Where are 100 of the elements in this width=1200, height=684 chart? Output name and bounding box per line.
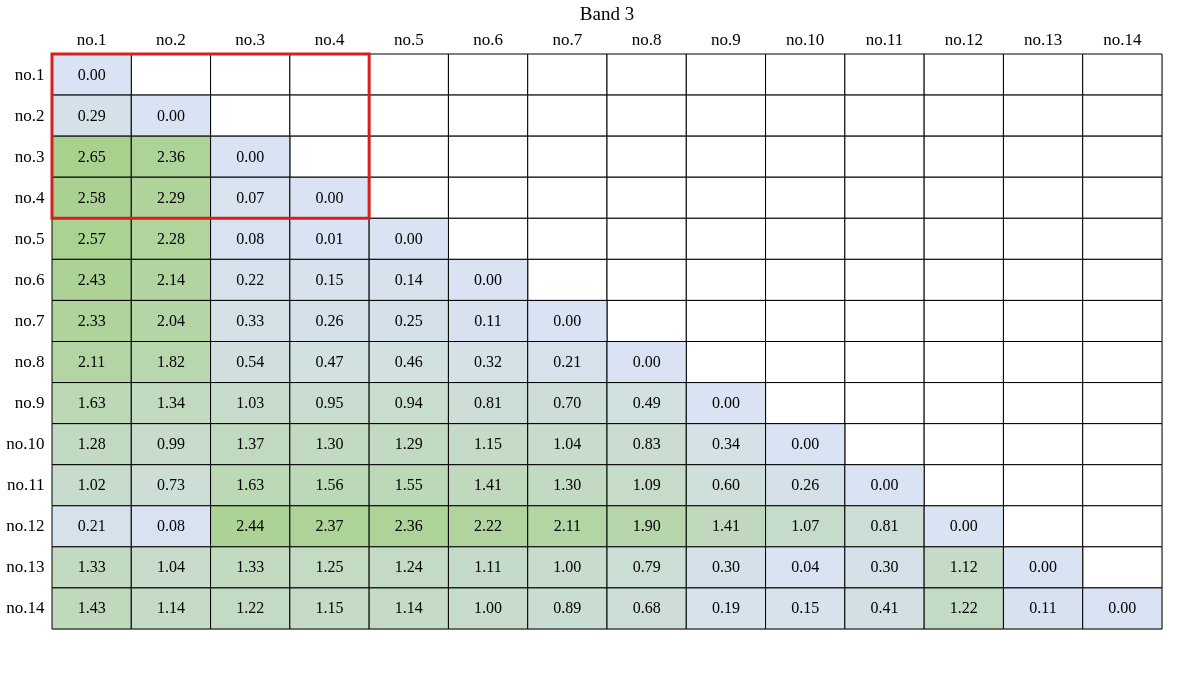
data-label: 2.36 (394, 517, 423, 535)
x-tick-label: no.3 (235, 29, 266, 49)
data-label: 0.25 (394, 311, 423, 329)
data-label: 0.11 (1029, 599, 1057, 617)
data-label: 0.41 (870, 599, 899, 617)
y-tick-label: no.10 (6, 434, 45, 454)
data-label: 0.68 (632, 599, 661, 617)
data-label: 0.08 (236, 229, 265, 247)
data-label: 1.09 (632, 476, 661, 494)
x-tick-label: no.2 (156, 29, 186, 49)
data-label: 0.95 (315, 394, 344, 412)
data-label: 0.15 (791, 599, 820, 617)
data-label: 0.00 (394, 229, 423, 247)
y-tick-label: no.1 (14, 64, 45, 84)
data-label: 1.41 (474, 476, 503, 494)
data-label: 1.33 (236, 558, 265, 576)
x-tick-label: no.11 (865, 29, 904, 49)
y-tick-label: no.7 (14, 310, 45, 330)
data-label: 1.90 (632, 517, 661, 535)
data-label: 0.30 (711, 558, 740, 576)
data-label: 0.79 (632, 558, 661, 576)
data-label: 0.00 (1108, 599, 1137, 617)
data-label: 1.43 (77, 599, 106, 617)
data-label: 0.00 (474, 270, 503, 288)
data-label: 1.11 (474, 558, 502, 576)
y-tick-label: no.13 (6, 557, 45, 577)
data-label: 2.11 (553, 517, 582, 535)
data-label: 2.57 (77, 229, 106, 247)
data-label: 0.81 (474, 394, 503, 412)
data-label: 0.00 (632, 353, 661, 371)
data-label: 0.00 (711, 394, 740, 412)
data-label: 1.12 (949, 558, 978, 576)
data-label: 2.58 (77, 188, 106, 206)
data-label: 0.00 (315, 188, 344, 206)
data-label: 0.83 (632, 435, 661, 453)
y-tick-label: no.3 (14, 146, 45, 166)
data-label: 1.14 (156, 599, 185, 617)
x-tick-label: no.13 (1023, 29, 1063, 49)
x-tick-label: no.4 (314, 29, 345, 49)
chart-title: Band 3 (579, 3, 635, 24)
data-label: 1.03 (236, 394, 265, 412)
data-label: 1.25 (315, 558, 344, 576)
data-label: 0.08 (156, 517, 185, 535)
data-label: 0.00 (1029, 558, 1058, 576)
data-label: 0.00 (870, 476, 899, 494)
data-label: 0.94 (394, 394, 423, 412)
data-label: 2.65 (77, 147, 106, 165)
data-label: 2.37 (315, 517, 344, 535)
data-label: 1.14 (394, 599, 423, 617)
data-label: 0.26 (791, 476, 820, 494)
y-tick-label: no.9 (14, 393, 45, 413)
data-label: 2.22 (474, 517, 503, 535)
data-label: 1.55 (394, 476, 423, 494)
data-label: 0.04 (791, 558, 820, 576)
data-label: 2.14 (156, 270, 185, 288)
y-tick-label: no.8 (14, 352, 45, 372)
y-tick-label: no.5 (14, 228, 45, 248)
data-label: 0.33 (236, 311, 265, 329)
data-label: 1.00 (553, 558, 582, 576)
data-label: 1.07 (791, 517, 820, 535)
data-label: 1.04 (156, 558, 185, 576)
y-tick-label: no.2 (14, 105, 45, 125)
data-label: 1.29 (394, 435, 423, 453)
data-label: 1.63 (77, 394, 106, 412)
data-label: 1.28 (77, 435, 106, 453)
data-label: 1.33 (77, 558, 106, 576)
data-label: 2.11 (77, 353, 106, 371)
data-label: 0.00 (791, 435, 820, 453)
data-label: 0.00 (236, 147, 265, 165)
data-label: 1.41 (711, 517, 740, 535)
data-label: 1.00 (474, 599, 503, 617)
data-label: 0.54 (236, 353, 265, 371)
data-label: 0.99 (156, 435, 185, 453)
data-label: 0.81 (870, 517, 899, 535)
x-tick-label: no.7 (552, 29, 583, 49)
x-tick-label: no.14 (1103, 29, 1142, 49)
data-label: 1.15 (315, 599, 344, 617)
data-label: 0.01 (315, 229, 344, 247)
data-label: 0.89 (553, 599, 582, 617)
data-label: 1.24 (394, 558, 423, 576)
data-label: 1.30 (553, 476, 582, 494)
data-label: 0.00 (77, 65, 106, 83)
data-label: 0.46 (394, 353, 423, 371)
y-tick-label: no.12 (6, 516, 45, 536)
data-label: 0.22 (236, 270, 265, 288)
data-label: 2.43 (77, 270, 106, 288)
data-label: 2.36 (156, 147, 185, 165)
x-tick-label: no.9 (711, 29, 741, 49)
data-label: 1.22 (949, 599, 978, 617)
data-label: 0.00 (156, 106, 185, 124)
data-label: 1.02 (77, 476, 106, 494)
y-tick-label: no.4 (14, 187, 45, 207)
data-label: 0.00 (553, 311, 582, 329)
data-label: 0.30 (870, 558, 899, 576)
data-label: 0.07 (236, 188, 265, 206)
x-tick-label: no.5 (393, 29, 424, 49)
data-label: 2.29 (156, 188, 185, 206)
data-label: 0.34 (711, 435, 740, 453)
data-label: 0.00 (949, 517, 978, 535)
data-label: 1.37 (236, 435, 265, 453)
